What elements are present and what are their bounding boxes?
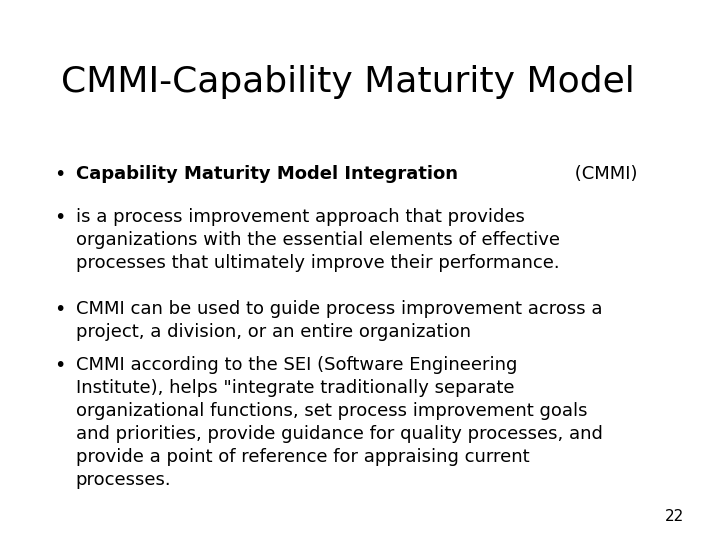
Text: 22: 22 (665, 509, 684, 524)
Text: •: • (54, 300, 66, 319)
Text: CMMI according to the SEI (Software Engineering
Institute), helps "integrate tra: CMMI according to the SEI (Software Engi… (76, 356, 603, 489)
Text: •: • (54, 356, 66, 375)
Text: CMMI-Capability Maturity Model: CMMI-Capability Maturity Model (61, 65, 635, 99)
Text: (CMMI): (CMMI) (569, 165, 637, 183)
Text: Capability Maturity Model Integration: Capability Maturity Model Integration (76, 165, 458, 183)
Text: is a process improvement approach that provides
organizations with the essential: is a process improvement approach that p… (76, 208, 559, 272)
Text: •: • (54, 165, 66, 184)
Text: •: • (54, 208, 66, 227)
Text: CMMI can be used to guide process improvement across a
project, a division, or a: CMMI can be used to guide process improv… (76, 300, 602, 341)
